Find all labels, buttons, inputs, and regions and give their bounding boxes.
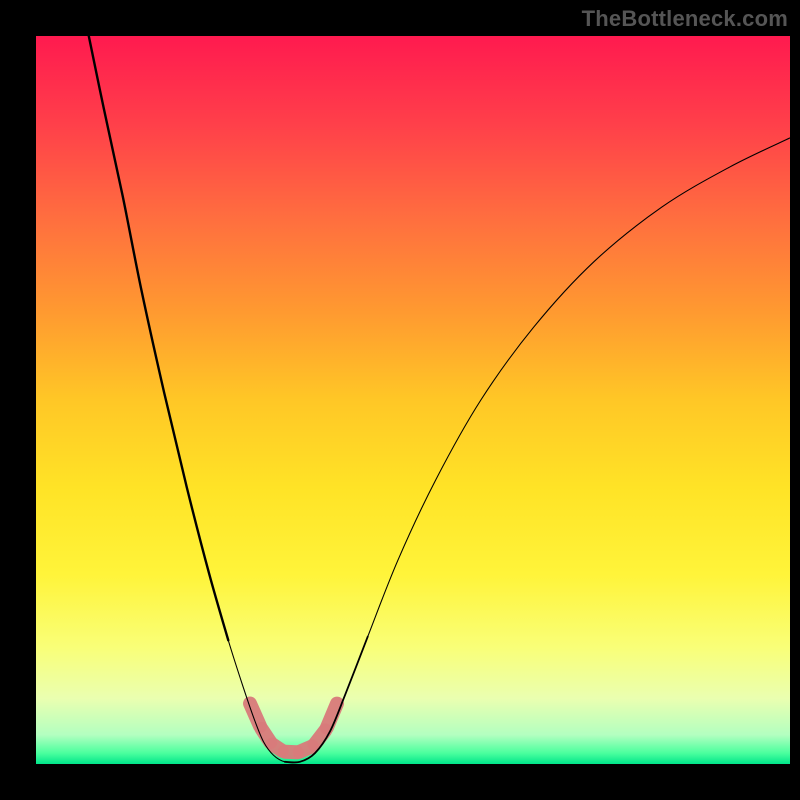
watermark-text: TheBottleneck.com <box>582 6 788 32</box>
chart-container: TheBottleneck.com <box>0 0 800 800</box>
bottleneck-bracket-segment <box>327 704 337 728</box>
plot-background <box>36 36 790 764</box>
chart-svg <box>0 0 800 800</box>
